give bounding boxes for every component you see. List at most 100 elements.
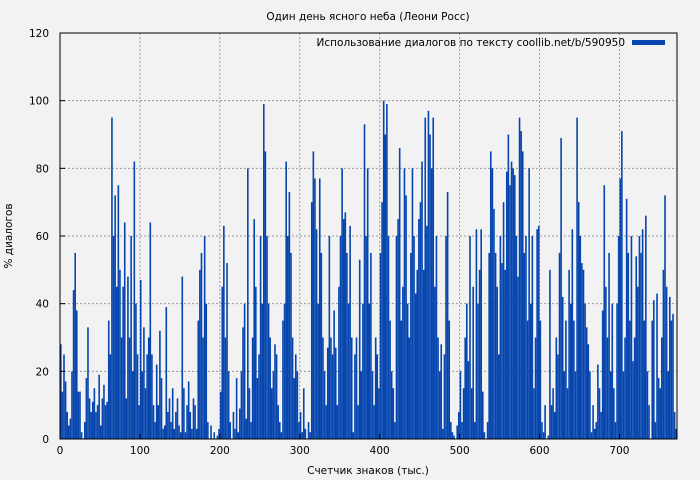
- bar: [111, 117, 113, 439]
- bar: [534, 337, 537, 439]
- bar: [139, 279, 142, 439]
- bar: [278, 422, 281, 439]
- bar: [224, 337, 227, 439]
- bar: [221, 286, 224, 439]
- bar: [288, 192, 291, 439]
- bar: [381, 202, 383, 439]
- bar: [314, 178, 316, 439]
- bar: [366, 168, 369, 440]
- bar: [258, 354, 260, 439]
- bar: [619, 178, 622, 439]
- bar: [263, 104, 265, 440]
- bar: [587, 344, 590, 439]
- bar: [635, 256, 638, 439]
- bar: [344, 212, 347, 439]
- bar: [557, 354, 559, 439]
- x-tick-label: 100: [130, 445, 150, 457]
- bar: [669, 296, 671, 439]
- bar: [544, 405, 546, 439]
- bar: [234, 428, 236, 439]
- bar: [160, 378, 163, 439]
- bar: [133, 161, 136, 440]
- bar: [670, 320, 673, 439]
- bar: [339, 236, 342, 439]
- bar: [272, 371, 275, 439]
- bar: [155, 364, 158, 439]
- bar: [138, 405, 140, 439]
- bar: [259, 236, 262, 439]
- bar: [255, 286, 257, 439]
- bar: [606, 337, 609, 439]
- bar: [365, 236, 367, 439]
- bar: [573, 320, 575, 439]
- bar: [357, 405, 359, 439]
- bar: [247, 168, 249, 440]
- bar: [614, 422, 617, 439]
- bar: [304, 428, 307, 439]
- bar: [581, 263, 583, 439]
- bar: [549, 269, 551, 439]
- bar: [488, 252, 490, 439]
- bar: [328, 236, 331, 439]
- bar: [320, 252, 323, 439]
- bar: [72, 290, 75, 439]
- bar: [603, 185, 606, 439]
- bar: [421, 161, 423, 440]
- bar: [466, 303, 468, 439]
- bar: [442, 428, 444, 439]
- bar: [267, 303, 270, 439]
- bar: [186, 405, 188, 439]
- y-axis: 0 20 40 60 80 100 120: [29, 28, 65, 446]
- bar: [622, 371, 625, 439]
- bar: [261, 303, 264, 439]
- bar: [641, 229, 644, 439]
- bar: [250, 422, 252, 439]
- legend-swatch: [632, 40, 665, 45]
- bar: [301, 432, 303, 439]
- bar: [63, 354, 65, 439]
- bar: [410, 252, 412, 439]
- bar: [621, 131, 623, 439]
- bar: [179, 432, 182, 439]
- bar: [395, 236, 398, 439]
- bar: [147, 337, 150, 439]
- bar: [577, 202, 580, 439]
- x-tick-label: 600: [530, 445, 550, 457]
- bar: [277, 405, 279, 439]
- bar: [630, 236, 633, 439]
- bar: [143, 327, 145, 439]
- bar: [120, 337, 123, 439]
- bar: [307, 422, 310, 439]
- legend: Использование диалогов по тексту coollib…: [317, 37, 665, 49]
- bar: [210, 425, 212, 439]
- bar: [617, 236, 620, 439]
- bar: [561, 296, 564, 439]
- bar: [91, 401, 94, 439]
- bar: [507, 134, 510, 439]
- bar: [240, 371, 243, 439]
- bar: [613, 388, 615, 439]
- y-tick-label: 100: [29, 96, 49, 108]
- bar: [104, 405, 107, 439]
- bar: [226, 263, 228, 439]
- bar: [96, 405, 99, 439]
- bar: [600, 411, 602, 439]
- x-tick-label: 0: [57, 445, 64, 457]
- bar: [664, 195, 666, 439]
- bar: [558, 252, 561, 439]
- bar: [448, 320, 451, 439]
- bar: [529, 303, 532, 439]
- bar: [302, 388, 305, 439]
- bar: [144, 388, 147, 439]
- bar: [355, 337, 358, 439]
- bar: [270, 388, 273, 439]
- bar: [453, 435, 455, 439]
- bar: [227, 371, 230, 439]
- bar: [408, 337, 411, 439]
- bar: [582, 269, 585, 439]
- bar: [510, 161, 513, 440]
- bar: [593, 428, 596, 439]
- bar: [176, 398, 179, 439]
- y-tick-label: 0: [42, 434, 49, 446]
- bar: [464, 337, 467, 439]
